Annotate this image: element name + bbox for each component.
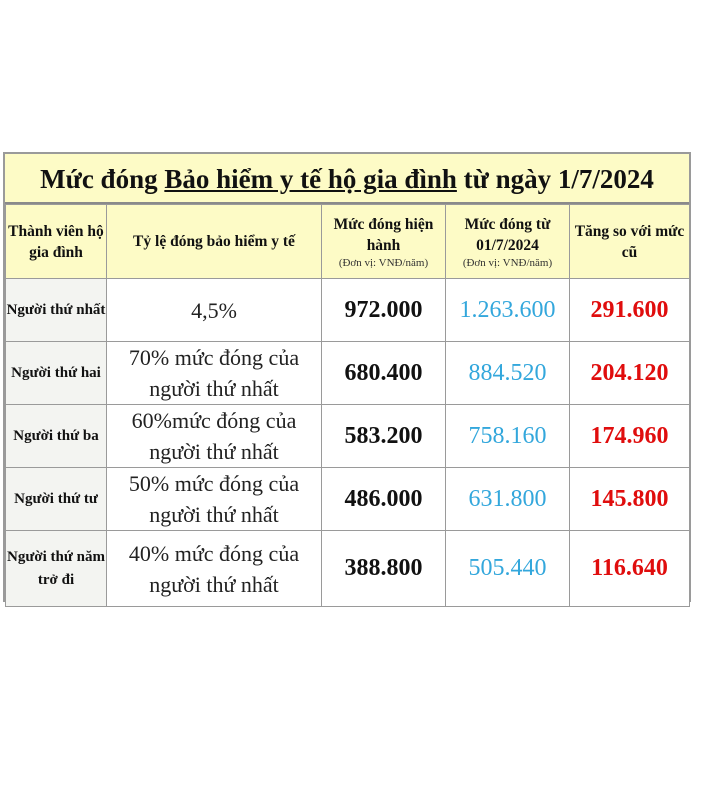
- header-new: Mức đóng từ 01/7/2024 (Đơn vị: VNĐ/năm): [445, 204, 570, 279]
- title-part-3: từ ngày 1/7/2024: [463, 164, 654, 194]
- increase-cell: 291.600: [569, 278, 690, 342]
- contribution-table: Thành viên hộ gia đình Tỷ lệ đóng bảo hi…: [5, 204, 690, 607]
- table-row: Người thứ năm trở đi 40% mức đóng của ng…: [5, 530, 690, 607]
- title-part-1: Mức đóng: [40, 164, 158, 194]
- header-current: Mức đóng hiện hành (Đơn vị: VNĐ/năm): [321, 204, 446, 279]
- header-ratio: Tỷ lệ đóng bảo hiểm y tế: [106, 204, 322, 279]
- increase-cell: 174.960: [569, 404, 690, 468]
- table-row: Người thứ ba 60%mức đóng của người thứ n…: [5, 404, 690, 468]
- member-cell: Người thứ năm trở đi: [5, 530, 107, 607]
- current-rate-cell: 972.000: [321, 278, 446, 342]
- increase-cell: 204.120: [569, 341, 690, 405]
- ratio-cell: 50% mức đóng của người thứ nhất: [106, 467, 322, 531]
- new-rate-cell: 884.520: [445, 341, 570, 405]
- table-row: Người thứ hai 70% mức đóng của người thứ…: [5, 341, 690, 405]
- ratio-cell: 60%mức đóng của người thứ nhất: [106, 404, 322, 468]
- table-row: Người thứ tư 50% mức đóng của người thứ …: [5, 467, 690, 531]
- member-cell: Người thứ hai: [5, 341, 107, 405]
- title-part-2: Bảo hiểm y tế hộ gia đình: [164, 164, 457, 194]
- header-current-unit: (Đơn vị: VNĐ/năm): [338, 256, 429, 269]
- current-rate-cell: 388.800: [321, 530, 446, 607]
- table-title: Mức đóng Bảo hiểm y tế hộ gia đình từ ng…: [5, 154, 689, 204]
- ratio-cell: 4,5%: [106, 278, 322, 342]
- header-member: Thành viên hộ gia đình: [5, 204, 107, 279]
- member-cell: Người thứ ba: [5, 404, 107, 468]
- current-rate-cell: 486.000: [321, 467, 446, 531]
- header-new-unit: (Đơn vị: VNĐ/năm): [462, 256, 553, 269]
- current-rate-cell: 583.200: [321, 404, 446, 468]
- new-rate-cell: 1.263.600: [445, 278, 570, 342]
- header-increase: Tăng so với mức cũ: [569, 204, 690, 279]
- new-rate-cell: 505.440: [445, 530, 570, 607]
- insurance-table-frame: Mức đóng Bảo hiểm y tế hộ gia đình từ ng…: [3, 152, 691, 607]
- member-cell: Người thứ nhất: [5, 278, 107, 342]
- table-row: Người thứ nhất 4,5% 972.000 1.263.600 29…: [5, 278, 690, 342]
- current-rate-cell: 680.400: [321, 341, 446, 405]
- increase-cell: 116.640: [569, 530, 690, 607]
- header-row: Thành viên hộ gia đình Tỷ lệ đóng bảo hi…: [5, 204, 690, 279]
- increase-cell: 145.800: [569, 467, 690, 531]
- member-cell: Người thứ tư: [5, 467, 107, 531]
- new-rate-cell: 758.160: [445, 404, 570, 468]
- ratio-cell: 40% mức đóng của người thứ nhất: [106, 530, 322, 607]
- ratio-cell: 70% mức đóng của người thứ nhất: [106, 341, 322, 405]
- new-rate-cell: 631.800: [445, 467, 570, 531]
